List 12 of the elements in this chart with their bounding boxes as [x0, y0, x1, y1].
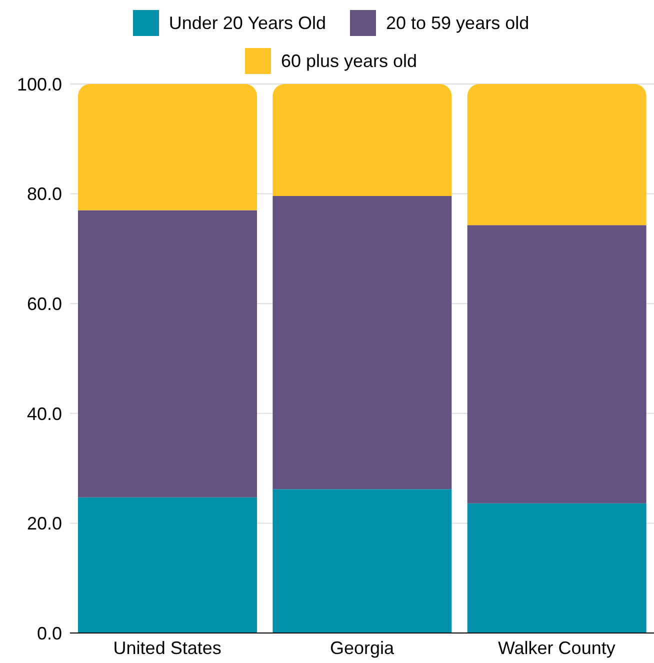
x-tick-label: Georgia [330, 638, 396, 658]
y-tick-label: 80.0 [26, 184, 62, 204]
y-tick-label: 40.0 [26, 404, 62, 424]
y-tick-label: 20.0 [26, 514, 62, 534]
y-tick-label: 0.0 [36, 623, 62, 644]
x-tick-label: United States [113, 638, 222, 658]
x-tick-label: Walker County [498, 638, 616, 658]
y-tick-label: 100.0 [16, 74, 62, 94]
legend-label: 20 to 59 years old [386, 12, 530, 34]
legend-label: 60 plus years old [280, 50, 418, 72]
legend-label: Under 20 Years Old [168, 12, 326, 34]
y-tick-label: 60.0 [26, 294, 62, 314]
